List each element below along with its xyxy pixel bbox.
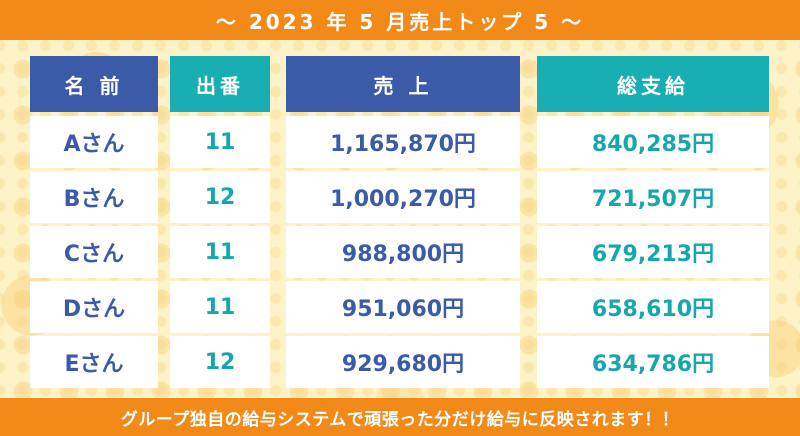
row-1-sales: 1,165,870円 bbox=[286, 116, 520, 168]
row-3-shifts: 11 bbox=[170, 226, 270, 278]
row-5-total-pay: 634,786円 bbox=[537, 336, 769, 388]
row-1-shifts: 11 bbox=[170, 116, 270, 168]
row-4-sales: 951,060円 bbox=[286, 281, 520, 333]
row-5-name: Eさん bbox=[30, 336, 158, 388]
footer-message: グループ独自の給与システムで頑張った分だけ給与に反映されます！！ bbox=[120, 409, 680, 430]
page-title: ～ 2023 年 5 月売上トップ 5 ～ bbox=[215, 9, 585, 34]
row-2-total-pay: 721,507円 bbox=[537, 171, 769, 223]
row-3-name: Cさん bbox=[30, 226, 158, 278]
row-4-total-pay: 658,610円 bbox=[537, 281, 769, 333]
title-banner: ～ 2023 年 5 月売上トップ 5 ～ bbox=[0, 0, 800, 40]
row-2-sales: 1,000,270円 bbox=[286, 171, 520, 223]
column-header-name: 名 前 bbox=[30, 56, 158, 112]
row-5-sales: 929,680円 bbox=[286, 336, 520, 388]
footer-banner: グループ独自の給与システムで頑張った分だけ給与に反映されます！！ bbox=[0, 398, 800, 436]
column-header-sales: 売 上 bbox=[286, 56, 520, 112]
row-2-shifts: 12 bbox=[170, 171, 270, 223]
row-4-name: Dさん bbox=[30, 281, 158, 333]
row-3-sales: 988,800円 bbox=[286, 226, 520, 278]
row-1-total-pay: 840,285円 bbox=[537, 116, 769, 168]
row-1-name: Aさん bbox=[30, 116, 158, 168]
column-header-total-pay: 総支給 bbox=[537, 56, 769, 112]
column-header-shifts: 出番 bbox=[170, 56, 270, 112]
row-4-shifts: 11 bbox=[170, 281, 270, 333]
row-5-shifts: 12 bbox=[170, 336, 270, 388]
row-3-total-pay: 679,213円 bbox=[537, 226, 769, 278]
row-2-name: Bさん bbox=[30, 171, 158, 223]
